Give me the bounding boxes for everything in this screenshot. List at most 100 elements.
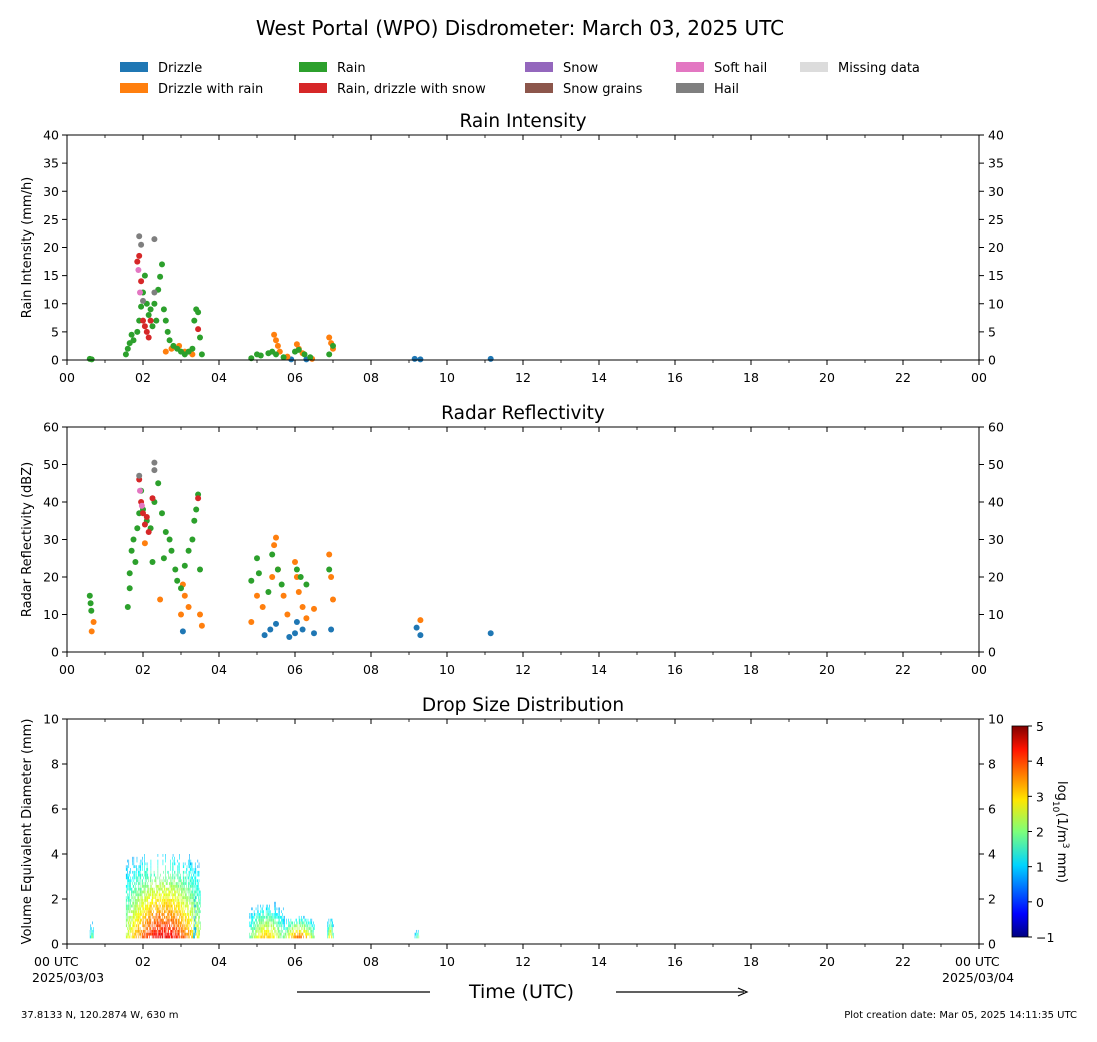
dsd-cell	[276, 913, 278, 916]
dsd-cell	[174, 887, 176, 891]
dsd-cell	[147, 901, 149, 905]
dsd-cell	[162, 918, 164, 922]
dsd-cell	[150, 890, 152, 894]
dsd-cell	[157, 915, 159, 919]
dsd-cell	[194, 932, 195, 936]
dsd-cell	[307, 924, 308, 928]
dsd-cell	[172, 915, 173, 919]
dsd-cell	[137, 876, 138, 880]
dsd-cell	[147, 882, 149, 885]
dsd-cell	[171, 910, 173, 914]
dsd-cell	[314, 927, 315, 930]
dsd-cell	[190, 859, 192, 863]
dsd-cell	[191, 896, 192, 899]
dsd-cell	[181, 907, 182, 911]
dsd-cell	[174, 918, 176, 922]
dsd-cell	[174, 873, 176, 877]
dsd-cell	[282, 918, 284, 922]
dsd-cell	[263, 927, 264, 930]
dsd-cell	[181, 929, 183, 933]
data-point	[303, 581, 310, 588]
data-point	[248, 619, 255, 625]
dsd-cell	[91, 927, 92, 930]
dsd-cell	[142, 932, 143, 936]
dsd-cell	[258, 915, 259, 919]
dsd-cell	[146, 907, 148, 911]
legend-item: Missing data	[800, 61, 920, 76]
dsd-cell	[130, 870, 131, 874]
dsd-cell	[172, 918, 174, 922]
dsd-cell	[170, 910, 171, 914]
dsd-cell	[294, 935, 295, 939]
dsd-cell	[279, 913, 280, 916]
dsd-cell	[295, 935, 297, 939]
dsd-cell	[289, 921, 290, 925]
dsd-cell	[162, 932, 163, 936]
dsd-cell	[290, 918, 292, 922]
dsd-cell	[129, 882, 131, 885]
dsd-cell	[172, 879, 174, 883]
dsd-cell	[151, 879, 153, 883]
dsd-cell	[164, 924, 166, 928]
dsd-cell	[307, 932, 309, 936]
dsd-cell	[155, 901, 157, 905]
dsd-cell	[192, 879, 194, 883]
dsd-cell	[191, 876, 192, 880]
y-tick-label-right: 40	[988, 495, 1004, 510]
y-axis-label-drop-size: Volume Equivalent Diameter (mm)	[20, 719, 35, 945]
dsd-cell	[251, 927, 253, 930]
dsd-cell	[175, 884, 176, 888]
dsd-cell	[196, 910, 197, 914]
dsd-cell	[182, 887, 183, 891]
dsd-cell	[162, 890, 163, 894]
dsd-cell	[167, 932, 169, 936]
dsd-cell	[159, 882, 161, 885]
dsd-cell	[160, 882, 161, 885]
dsd-cell	[182, 907, 184, 911]
dsd-cell	[162, 913, 164, 916]
dsd-cell	[165, 921, 166, 925]
data-point	[88, 628, 95, 635]
dsd-cell	[184, 932, 186, 936]
dsd-cell	[141, 882, 143, 885]
dsd-cell	[194, 870, 196, 874]
dsd-cell	[184, 907, 186, 911]
x-tick-label: 12	[515, 662, 531, 677]
dsd-cell	[197, 873, 199, 877]
dsd-cell	[174, 904, 175, 908]
dsd-cell	[181, 882, 183, 885]
dsd-cell	[181, 935, 183, 939]
dsd-cell	[329, 929, 330, 933]
dsd-cell	[134, 910, 136, 914]
dsd-cell	[262, 904, 264, 908]
dsd-cell	[189, 913, 191, 916]
dsd-cell	[308, 927, 309, 930]
dsd-cell	[137, 873, 139, 877]
dsd-cell	[249, 921, 251, 925]
dsd-cell	[314, 935, 315, 939]
colorbar-tick-label: 4	[1036, 754, 1044, 769]
dsd-cell	[258, 929, 259, 933]
dsd-cell	[130, 910, 132, 914]
dsd-cell	[140, 890, 142, 894]
data-point	[166, 536, 173, 543]
dsd-cell	[171, 913, 173, 916]
dsd-cell	[331, 918, 332, 922]
dsd-cell	[172, 868, 173, 871]
dsd-cell	[195, 910, 197, 914]
dsd-cell	[194, 899, 196, 902]
dsd-cell	[175, 921, 176, 925]
dsd-cell	[172, 882, 173, 885]
dsd-cell	[160, 924, 162, 928]
data-point	[147, 317, 154, 324]
dsd-cell	[174, 915, 176, 919]
dsd-cell	[141, 873, 143, 877]
dsd-cell	[197, 907, 199, 911]
dsd-cell	[264, 932, 266, 936]
dsd-cell	[129, 873, 130, 877]
dsd-cell	[289, 935, 290, 939]
dsd-cell	[156, 913, 157, 916]
dsd-cell	[179, 882, 181, 885]
dsd-cell	[193, 918, 195, 922]
dsd-cell	[291, 935, 292, 939]
